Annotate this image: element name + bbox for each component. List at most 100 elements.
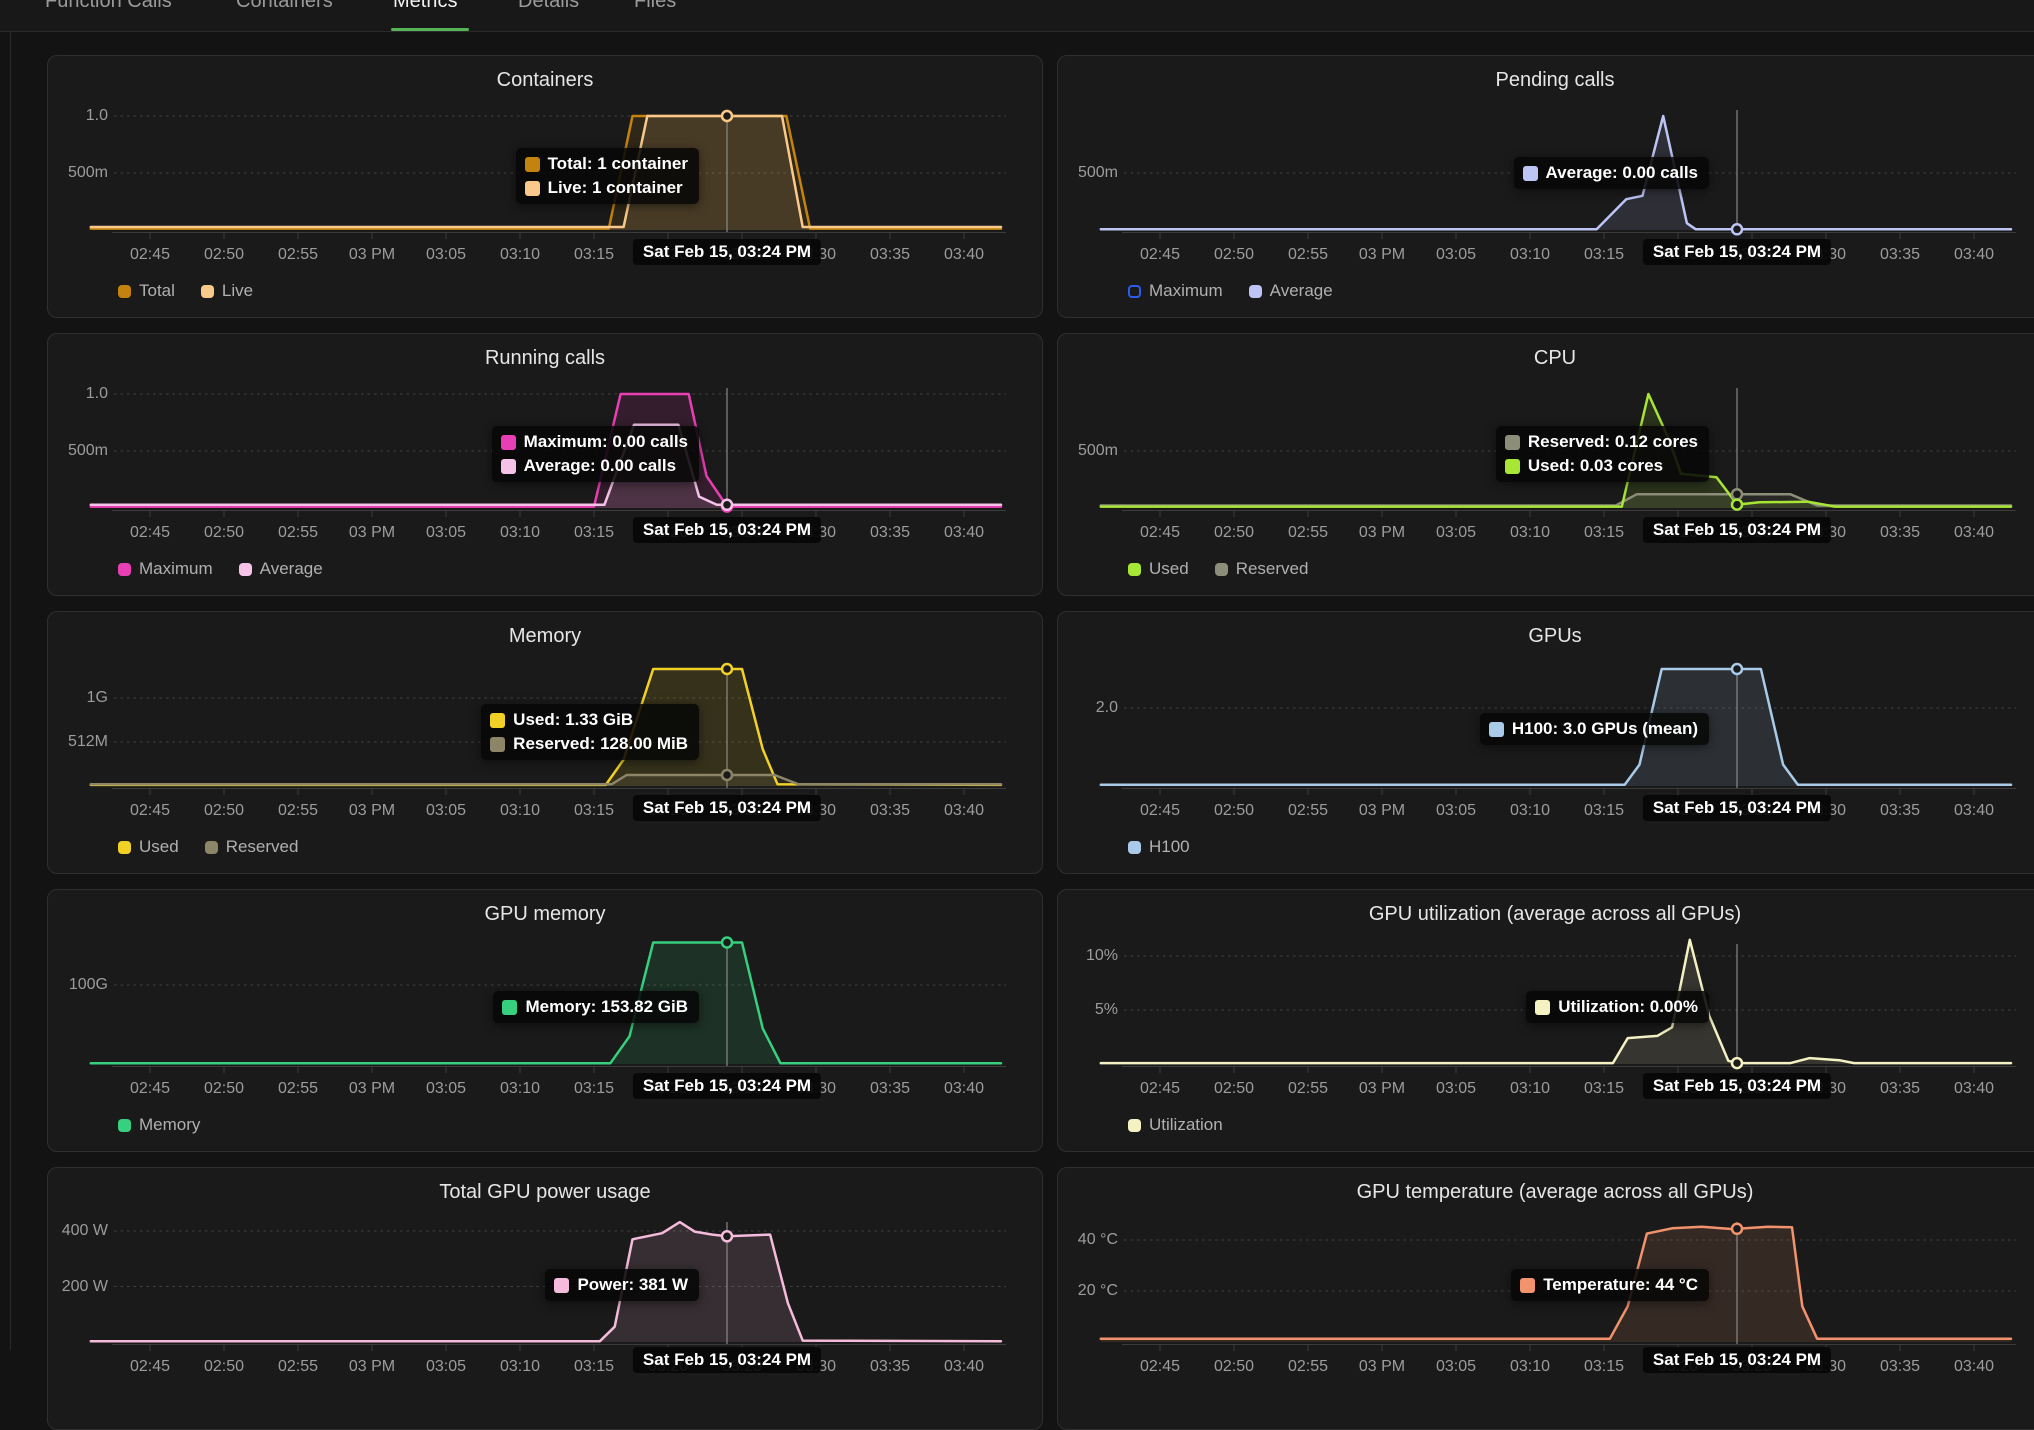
legend-chip: [238, 562, 252, 576]
legend-chip: [1128, 284, 1141, 298]
y-axis-label: 10%: [1085, 947, 1118, 964]
chart-legend: Memory: [118, 1115, 200, 1135]
chart-plot[interactable]: [1058, 56, 2034, 318]
chart-plot[interactable]: [48, 1168, 1043, 1430]
series-tooltip: Average: 0.00 calls: [1513, 157, 1709, 189]
x-axis-label: 02:55: [277, 1080, 319, 1097]
x-axis-label: 02:45: [129, 1358, 171, 1375]
legend-chip: [118, 1118, 131, 1132]
y-axis-label: 1.0: [85, 385, 108, 402]
legend-item-reserved[interactable]: Reserved: [1214, 559, 1309, 579]
chart-plot[interactable]: [48, 612, 1043, 874]
tab-containers[interactable]: Containers: [236, 0, 333, 12]
x-axis-label: 03:15: [1583, 524, 1625, 541]
y-axis-label: 100G: [68, 976, 108, 993]
legend-label: H100: [1149, 837, 1190, 856]
x-axis-label: 03 PM: [1358, 246, 1406, 263]
x-axis-label: 03:05: [425, 1080, 467, 1097]
x-axis-label: 03:40: [1953, 524, 1995, 541]
crosshair-date-tooltip: Sat Feb 15, 03:24 PM: [1642, 239, 1832, 265]
crosshair-date-tooltip: Sat Feb 15, 03:24 PM: [632, 239, 822, 265]
tooltip-series-chip: [1520, 1277, 1536, 1293]
x-axis-label: 03:35: [869, 524, 911, 541]
tab-details[interactable]: Details: [518, 0, 580, 12]
legend-label: Used: [139, 837, 179, 856]
legend-label: Average: [259, 559, 323, 578]
x-axis-label: 03:05: [1435, 524, 1477, 541]
legend-item-total[interactable]: Total: [118, 281, 175, 301]
tooltip-text: Memory: 153.82 GiB: [525, 997, 688, 1016]
y-axis-label: 200 W: [61, 1278, 108, 1295]
chart-card-gpus: GPUs 2.0 02:45 02:50 02:55 03 PM 03:05 03:10 03:…: [1057, 611, 2034, 874]
x-axis-label: 03:15: [573, 1080, 615, 1097]
tooltip-row: Average: 0.00 calls: [1522, 164, 1698, 182]
legend-item-used[interactable]: Used: [1128, 559, 1189, 579]
x-axis-label: 03:05: [1435, 1080, 1477, 1097]
legend-item-maximum[interactable]: Maximum: [1128, 281, 1223, 301]
tooltip-text: Temperature: 44 °C: [1543, 1275, 1698, 1294]
chart-title: GPU memory: [484, 903, 606, 925]
y-axis-label: 20 °C: [1077, 1282, 1118, 1299]
chart-title: GPUs: [1528, 625, 1582, 647]
x-axis-label: 02:50: [203, 524, 245, 541]
x-axis-label: 03:40: [1953, 802, 1995, 819]
legend-item-average[interactable]: Average: [238, 559, 323, 579]
y-axis-label: 500m: [67, 164, 108, 181]
x-axis-label: 02:50: [203, 1080, 245, 1097]
x-axis-label: 03:10: [499, 1080, 541, 1097]
chart-plot[interactable]: [48, 334, 1043, 596]
chart-legend: Used Reserved: [1128, 559, 1308, 579]
x-axis-label: 03:10: [1509, 1080, 1551, 1097]
tab-metrics[interactable]: Metrics: [393, 0, 458, 12]
x-axis-label: 02:55: [1287, 1080, 1329, 1097]
legend-label: Reserved: [1235, 559, 1309, 578]
crosshair-date-tooltip: Sat Feb 15, 03:24 PM: [1642, 795, 1832, 821]
x-axis-label: 03:35: [869, 1080, 911, 1097]
x-axis-label: 03:40: [1953, 246, 1995, 263]
x-axis-label: 03:10: [499, 524, 541, 541]
chart-title: CPU: [1533, 347, 1577, 369]
chart-plot[interactable]: [48, 890, 1043, 1152]
crosshair-date-tooltip: Sat Feb 15, 03:24 PM: [632, 795, 822, 821]
legend-item-maximum[interactable]: Maximum: [118, 559, 213, 579]
tab-function-calls[interactable]: Function Calls: [45, 0, 172, 12]
legend-chip: [118, 284, 131, 298]
x-axis-label: 02:55: [1287, 1358, 1329, 1375]
tab-files[interactable]: Files: [634, 0, 677, 12]
x-axis-label: 03:40: [943, 524, 985, 541]
x-axis-label: 03:05: [1435, 1358, 1477, 1375]
legend-item-used[interactable]: Used: [118, 837, 179, 857]
crosshair-date-tooltip: Sat Feb 15, 03:24 PM: [632, 1073, 822, 1099]
x-axis-label: 03:35: [869, 802, 911, 819]
chart-plot[interactable]: [1058, 1168, 2034, 1430]
legend-chip: [1128, 562, 1141, 576]
tooltip-text: Total: 1 container: [547, 154, 688, 173]
x-axis-label: 02:50: [203, 1358, 245, 1375]
legend-item-live[interactable]: Live: [200, 281, 253, 301]
x-axis-label: 03 PM: [348, 1358, 396, 1375]
chart-plot[interactable]: [1058, 890, 2034, 1152]
chart-title: Memory: [508, 625, 582, 647]
legend-item-average[interactable]: Average: [1248, 281, 1333, 301]
tooltip-text: Used: 1.33 GiB: [513, 710, 634, 729]
chart-card-pending-calls: Pending calls 500m 02:45 02:50 02:55 03 PM 03:…: [1057, 55, 2034, 318]
chart-plot[interactable]: [48, 56, 1043, 318]
x-axis-label: 03:05: [1435, 802, 1477, 819]
legend-item-utilization[interactable]: Utilization: [1128, 1115, 1223, 1135]
chart-card-running-calls: Running calls 1.0 500m 02:45 02:50 02:55 03 PM…: [47, 333, 1043, 596]
x-axis-label: 02:45: [1139, 1080, 1181, 1097]
chart-title: GPU utilization (average across all GPUs…: [1368, 903, 1742, 925]
crosshair-date-tooltip: Sat Feb 15, 03:24 PM: [632, 1347, 822, 1373]
x-axis-label: 03:15: [1583, 1080, 1625, 1097]
x-axis-label: 03:10: [1509, 1358, 1551, 1375]
series-tooltip: Utilization: 0.00%: [1526, 991, 1709, 1023]
x-axis-label: 02:45: [129, 246, 171, 263]
series-tooltip: Temperature: 44 °C: [1511, 1269, 1709, 1301]
legend-item-memory[interactable]: Memory: [118, 1115, 200, 1135]
crosshair-date-tooltip: Sat Feb 15, 03:24 PM: [1642, 517, 1832, 543]
x-axis-label: 03:40: [1953, 1080, 1995, 1097]
legend-item-h100[interactable]: H100: [1128, 837, 1190, 857]
tooltip-series-chip: [1488, 721, 1504, 737]
legend-item-reserved[interactable]: Reserved: [204, 837, 298, 857]
chart-plot[interactable]: [1058, 612, 2034, 874]
